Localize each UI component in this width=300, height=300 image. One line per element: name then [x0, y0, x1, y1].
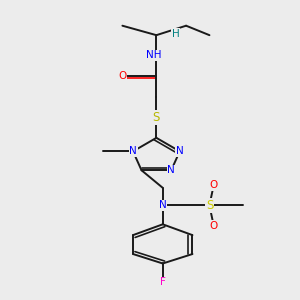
Text: O: O [210, 221, 218, 231]
Text: H: H [172, 29, 179, 39]
Text: S: S [206, 199, 213, 212]
Text: S: S [153, 111, 160, 124]
Text: O: O [118, 71, 127, 81]
Text: F: F [160, 278, 166, 287]
Text: NH: NH [146, 50, 162, 60]
Text: N: N [167, 165, 175, 175]
Text: N: N [129, 146, 137, 156]
Text: O: O [210, 180, 218, 190]
Text: N: N [176, 146, 184, 156]
Text: N: N [159, 200, 166, 210]
